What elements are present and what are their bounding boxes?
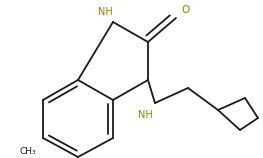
Text: NH: NH bbox=[98, 7, 112, 17]
Text: NH: NH bbox=[138, 110, 152, 120]
Text: O: O bbox=[182, 5, 190, 15]
Text: CH₃: CH₃ bbox=[20, 148, 36, 157]
